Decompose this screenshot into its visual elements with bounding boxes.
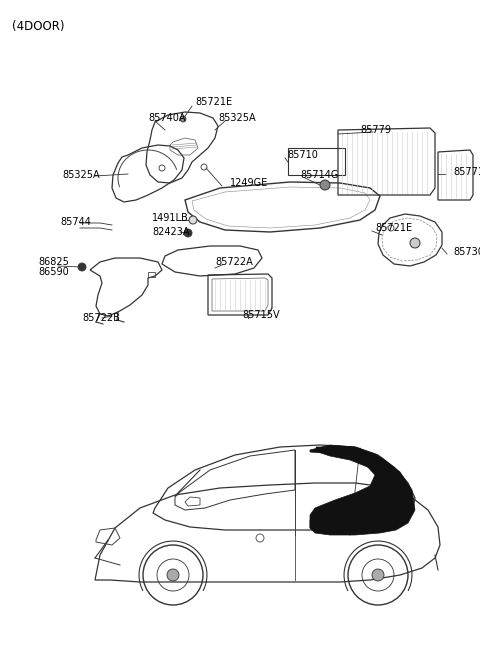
Text: 85744: 85744 xyxy=(60,217,91,227)
Text: 85722A: 85722A xyxy=(215,257,253,267)
Circle shape xyxy=(320,180,330,190)
Text: 86825: 86825 xyxy=(38,257,69,267)
Text: 85771: 85771 xyxy=(453,167,480,177)
Text: 85715V: 85715V xyxy=(242,310,280,320)
Circle shape xyxy=(78,263,86,271)
Text: 85779: 85779 xyxy=(360,125,391,135)
Text: 85721E: 85721E xyxy=(375,223,412,233)
Text: (4DOOR): (4DOOR) xyxy=(12,20,64,33)
Circle shape xyxy=(184,229,192,237)
Text: 86590: 86590 xyxy=(38,267,69,277)
Text: 85730A: 85730A xyxy=(453,247,480,257)
Text: 1249GE: 1249GE xyxy=(230,178,268,188)
Text: 1491LB: 1491LB xyxy=(152,213,189,223)
Text: 85325A: 85325A xyxy=(62,170,100,180)
Circle shape xyxy=(167,569,179,581)
Circle shape xyxy=(410,238,420,248)
Text: 85710: 85710 xyxy=(287,150,318,160)
Circle shape xyxy=(189,216,197,224)
Text: 85740A: 85740A xyxy=(148,113,185,123)
Text: 85325A: 85325A xyxy=(218,113,256,123)
Text: 85722B: 85722B xyxy=(82,313,120,323)
Text: 85721E: 85721E xyxy=(195,97,232,107)
Polygon shape xyxy=(310,447,415,535)
Polygon shape xyxy=(310,445,410,532)
Text: 82423A: 82423A xyxy=(152,227,190,237)
Circle shape xyxy=(180,116,186,122)
Circle shape xyxy=(372,569,384,581)
Text: 85714G: 85714G xyxy=(300,170,338,180)
